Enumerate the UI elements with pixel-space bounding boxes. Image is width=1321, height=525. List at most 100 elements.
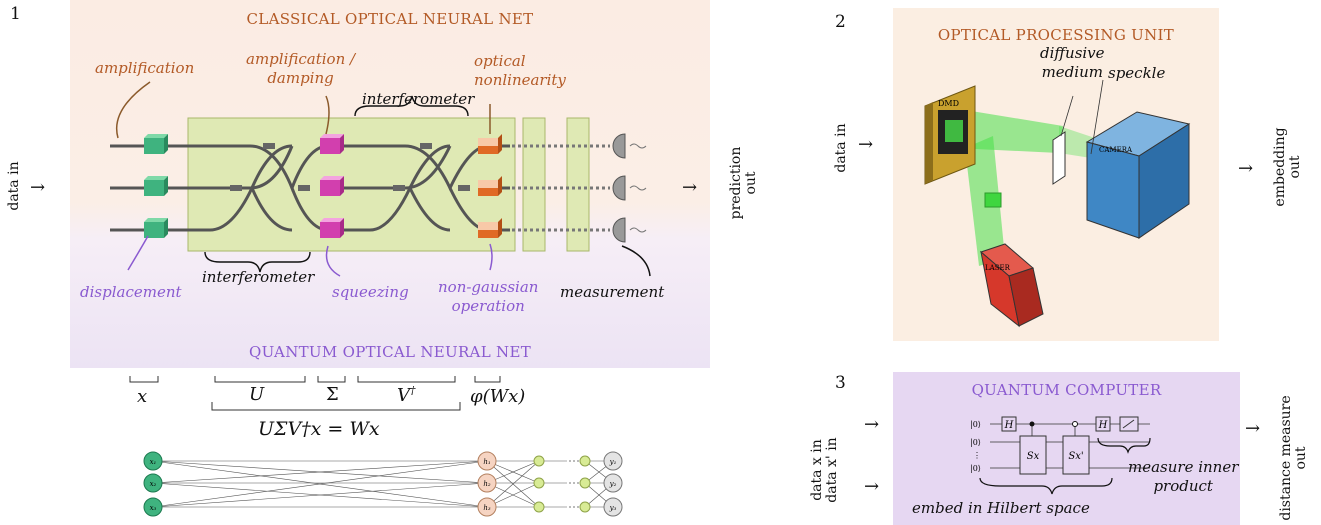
opu-illustration: DMD CAMERA LASER	[924, 79, 1191, 328]
sxp-gate	[1062, 435, 1090, 475]
nonlinear-box-1	[522, 117, 546, 252]
ket-1: |0⟩	[970, 420, 981, 429]
speckle-label: speckle	[1108, 64, 1166, 82]
math-phi: φ(Wx)	[470, 386, 526, 407]
svg-text:⋮: ⋮	[973, 451, 981, 460]
non-gaussian-label: non-gaussian operation	[438, 278, 538, 316]
ket-3: |0⟩	[970, 464, 981, 473]
nn-x1: x₁	[150, 458, 157, 466]
math-U: U	[249, 384, 265, 405]
math-dagger: †	[410, 384, 416, 397]
embedding-label: embedding	[1272, 127, 1288, 207]
panel-1-input-label: data in	[6, 161, 22, 211]
diffusive-medium	[1052, 131, 1066, 185]
sxp-gate-label: Sx'	[1068, 451, 1083, 462]
squeezing-label: squeezing	[332, 283, 409, 301]
math-sigma: Σ	[326, 384, 339, 405]
quantum-circuit: |0⟩ |0⟩ |0⟩ ⋮ H H Sx Sx'	[970, 416, 1151, 495]
amp-damping-line1: amplification /	[246, 50, 356, 68]
displacement-arrow	[127, 235, 149, 271]
camera-label: CAMERA	[1099, 146, 1133, 154]
measure-inner-product-label: measure inner product	[1128, 458, 1238, 496]
ket-2: |0⟩	[970, 438, 981, 447]
nn-y2: y₂	[609, 480, 617, 488]
embedding-out-label: out	[1287, 155, 1303, 179]
math-brackets	[129, 376, 501, 411]
optical-line2: nonlinearity	[474, 71, 566, 89]
panel-1-output-arrow: →	[682, 177, 698, 198]
distance-out-label: out	[1293, 446, 1309, 470]
nn-y3: y₃	[609, 504, 617, 512]
amplification-arrow	[116, 81, 151, 139]
h-gate-2: H	[1098, 420, 1108, 431]
measure-line1: measure inner	[1128, 458, 1239, 476]
panel-2-number: 2	[835, 12, 846, 32]
math-v: V	[397, 385, 410, 406]
nn-h2: h₂	[483, 480, 491, 488]
measurement-arrow	[621, 245, 651, 277]
sx-gate	[1019, 435, 1047, 475]
diffusive-medium-label: diffusive medium	[1040, 44, 1105, 82]
optical-nonlinearity-label: optical nonlinearity	[474, 52, 566, 90]
interferometer-top-label: interferometer	[362, 90, 475, 108]
panel-2-title: OPTICAL PROCESSING UNIT	[937, 26, 1175, 44]
amp-damping-line2: damping	[267, 69, 334, 87]
nn-x2: x₂	[150, 480, 157, 488]
non-gaussian-arrow	[489, 243, 493, 271]
nonlinear-blocks	[478, 134, 502, 238]
quantum-title: QUANTUM OPTICAL NEURAL NET	[248, 343, 532, 361]
panel-1-number: 1	[10, 4, 21, 24]
sx-gate-label: Sx	[1027, 451, 1040, 462]
panel-2-output-label: embedding out	[1272, 117, 1303, 217]
reflected-beam	[953, 108, 1063, 153]
amp-damping-arrow	[325, 95, 330, 135]
camera-front	[1086, 141, 1140, 239]
nn-x3: x₃	[150, 504, 157, 512]
displacement-blocks	[144, 134, 168, 238]
embed-hilbert-label: embed in Hilbert space	[912, 499, 1090, 517]
diffusive-line1: diffusive	[1040, 44, 1105, 62]
optical-circuit	[110, 81, 651, 277]
prediction-out-label: out	[743, 171, 759, 195]
panel-1-input-arrow: →	[30, 177, 46, 198]
panel-3-input-arrow-2: →	[864, 476, 880, 497]
distance-measure-label: distance measure	[1278, 395, 1294, 521]
dmd-label: DMD	[938, 99, 959, 108]
h-gate-1: H	[1004, 420, 1014, 431]
squeezing-arrow	[325, 245, 341, 277]
nn-y1: y₁	[609, 458, 617, 466]
prediction-label: prediction	[728, 146, 744, 220]
neural-network: x₁ x₂ x₃ h₁ h₂ h₃ y₁ y₂ y₃	[143, 451, 623, 517]
panel-3-title: QUANTUM COMPUTER	[971, 381, 1162, 399]
data-xprime-in-label: data x' in	[824, 437, 840, 503]
dotted-lines	[500, 144, 610, 232]
measurement-label: measurement	[560, 283, 665, 301]
panel-3-input-labels: data x in data x' in	[809, 415, 840, 525]
nonlinear-box-2	[566, 117, 590, 252]
amp-damping-label: amplification / damping	[246, 50, 355, 88]
non-gaussian-line2: operation	[451, 297, 525, 315]
math-vdagger: V†	[397, 384, 416, 406]
optical-line1: optical	[474, 52, 526, 70]
panel-2-input-arrow: →	[858, 134, 874, 155]
panel-2-input-label: data in	[833, 123, 849, 173]
diffusive-line2: medium	[1041, 63, 1103, 81]
data-x-in-label: data x in	[809, 439, 825, 501]
squeezing-blocks	[320, 134, 344, 238]
math-x: x	[137, 386, 148, 407]
amplification-label: amplification	[95, 59, 195, 77]
panel-1-output-label: prediction out	[728, 143, 759, 223]
displacement-label: displacement	[80, 283, 182, 301]
nn-h1: h₁	[483, 458, 491, 466]
interferometer-bottom-brace	[204, 251, 311, 273]
panel-3-number: 3	[835, 373, 846, 393]
panel-3-output-arrow: →	[1245, 418, 1261, 439]
nn-h3: h₃	[483, 504, 491, 512]
laser-label: LASER	[985, 264, 1011, 272]
camera-side	[1138, 123, 1190, 239]
waveguides	[110, 144, 500, 232]
classical-title: CLASSICAL OPTICAL NEURAL NET	[246, 10, 534, 28]
panel-2-output-arrow: →	[1238, 158, 1254, 179]
panel-3-output-label: distance measure out	[1278, 393, 1309, 523]
interferometer-bottom-label: interferometer	[202, 268, 315, 286]
